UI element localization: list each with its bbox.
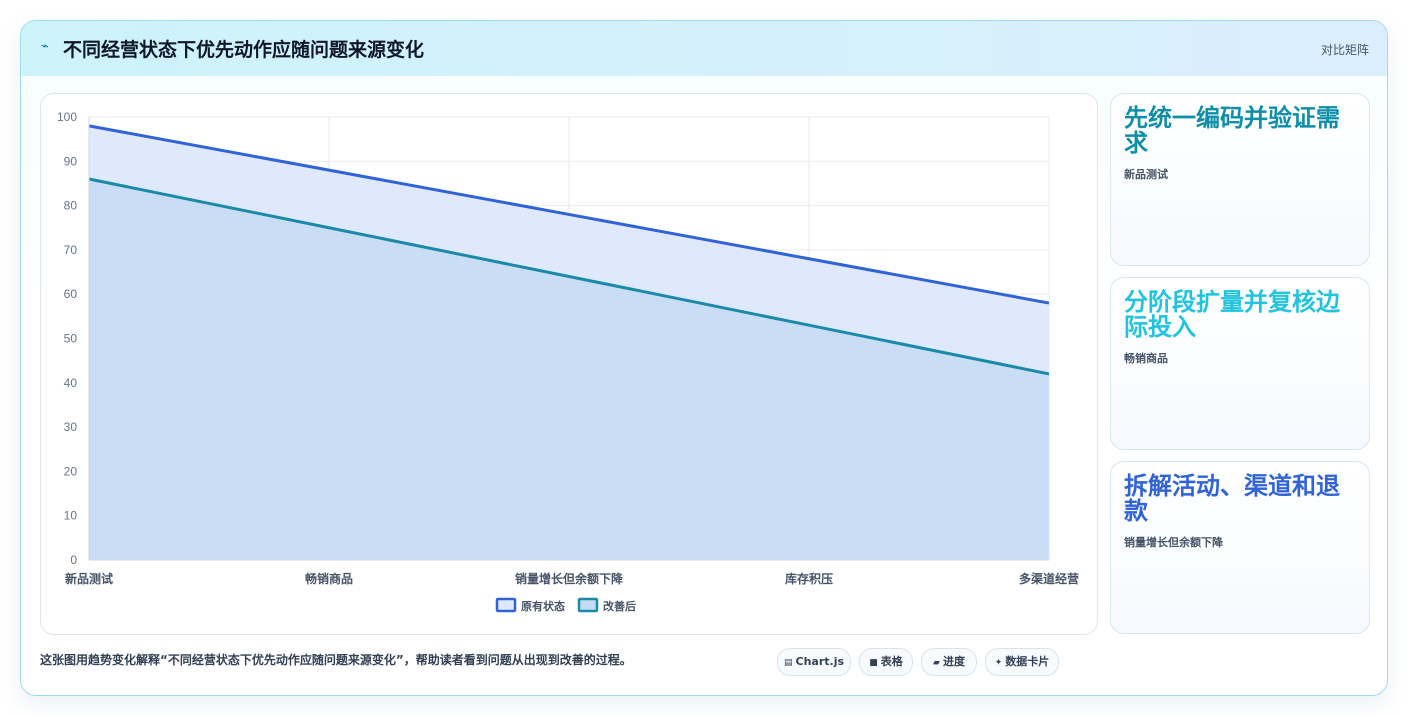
series-area-2 (89, 179, 1049, 560)
pill-label: 数据卡片 (1005, 655, 1050, 668)
y-tick-label: 80 (64, 199, 78, 213)
series-line-2 (88, 177, 1050, 376)
header-tag: 对比矩阵 (1320, 43, 1369, 57)
legend-swatch-1 (495, 597, 517, 613)
table-icon: ■ (869, 658, 878, 668)
y-tick-label: 10 (64, 509, 78, 523)
y-tick-label: 40 (64, 376, 78, 390)
legend-label-1: 原有状态 (521, 599, 565, 613)
y-tick-label: 50 (64, 332, 78, 346)
y-tick-label: 60 (64, 287, 78, 301)
pill-label: Chart.js (795, 655, 845, 668)
y-tick-label: 30 (64, 420, 78, 434)
insight-card-3: 拆解活动、渠道和退款 销量增长但余额下降 (1110, 461, 1370, 634)
page-title: 不同经营状态下优先动作应随问题来源变化 (63, 39, 425, 61)
pill-table[interactable]: ■ 表格 (859, 648, 913, 676)
chart-icon: ▤ (783, 658, 793, 668)
pill-progress[interactable]: ▰ 进度 (921, 648, 977, 676)
insight-card-title: 拆解活动、渠道和退款 (1124, 472, 1340, 525)
pill-label: 表格 (880, 655, 903, 668)
area-chart: 0 10 20 30 40 50 60 70 80 90 100 新品测试 畅销商品 销量增长但余额下降 库… (57, 110, 1079, 613)
series-line-1 (88, 124, 1050, 305)
main-card: ⌁ 不同经营状态下优先动作应随问题来源变化 对比矩阵 0 10 20 30 40 50 60… (20, 20, 1388, 696)
insight-card-subtitle: 销量增长但余额下降 (1124, 536, 1223, 549)
lightning-icon: ⌁ (41, 39, 49, 54)
insight-card-title: 分阶段扩量并复核边际投入 (1124, 288, 1340, 341)
y-tick-label: 90 (64, 154, 78, 168)
x-tick-label: 多渠道经营 (1019, 571, 1079, 586)
insight-card-1: 先统一编码并验证需求 新品测试 (1110, 93, 1370, 266)
chart-panel: 0 10 20 30 40 50 60 70 80 90 100 新品测试 畅销商品 销量增长但余额下降 库… (40, 93, 1098, 635)
x-tick-label: 库存积压 (785, 571, 833, 586)
y-tick-label: 0 (70, 553, 77, 567)
sparkle-icon: ✦ (994, 658, 1003, 668)
legend-swatch-2 (577, 597, 599, 613)
insight-card-title: 先统一编码并验证需求 (1124, 104, 1340, 157)
insight-card-subtitle: 新品测试 (1124, 168, 1168, 181)
progress-icon: ▰ (933, 658, 940, 668)
insight-card-subtitle: 畅销商品 (1124, 352, 1168, 365)
pill-label: 进度 (942, 655, 965, 668)
card-header: ⌁ 不同经营状态下优先动作应随问题来源变化 对比矩阵 (21, 21, 1387, 76)
legend-label-2: 改善后 (603, 599, 636, 613)
y-tick-label: 70 (64, 243, 78, 257)
pill-chartjs[interactable]: ▤ Chart.js (777, 648, 851, 676)
insight-card-2: 分阶段扩量并复核边际投入 畅销商品 (1110, 277, 1370, 450)
x-tick-label: 销量增长但余额下降 (515, 571, 624, 586)
y-tick-label: 20 (64, 464, 78, 478)
chart-description: 这张图用趋势变化解释“不同经营状态下优先动作应随问题来源变化”，帮助读者看到问题… (40, 653, 632, 667)
y-tick-label: 100 (57, 110, 77, 124)
pill-data-card[interactable]: ✦ 数据卡片 (985, 648, 1059, 676)
x-tick-label: 畅销商品 (305, 571, 353, 586)
x-tick-label: 新品测试 (65, 571, 113, 586)
